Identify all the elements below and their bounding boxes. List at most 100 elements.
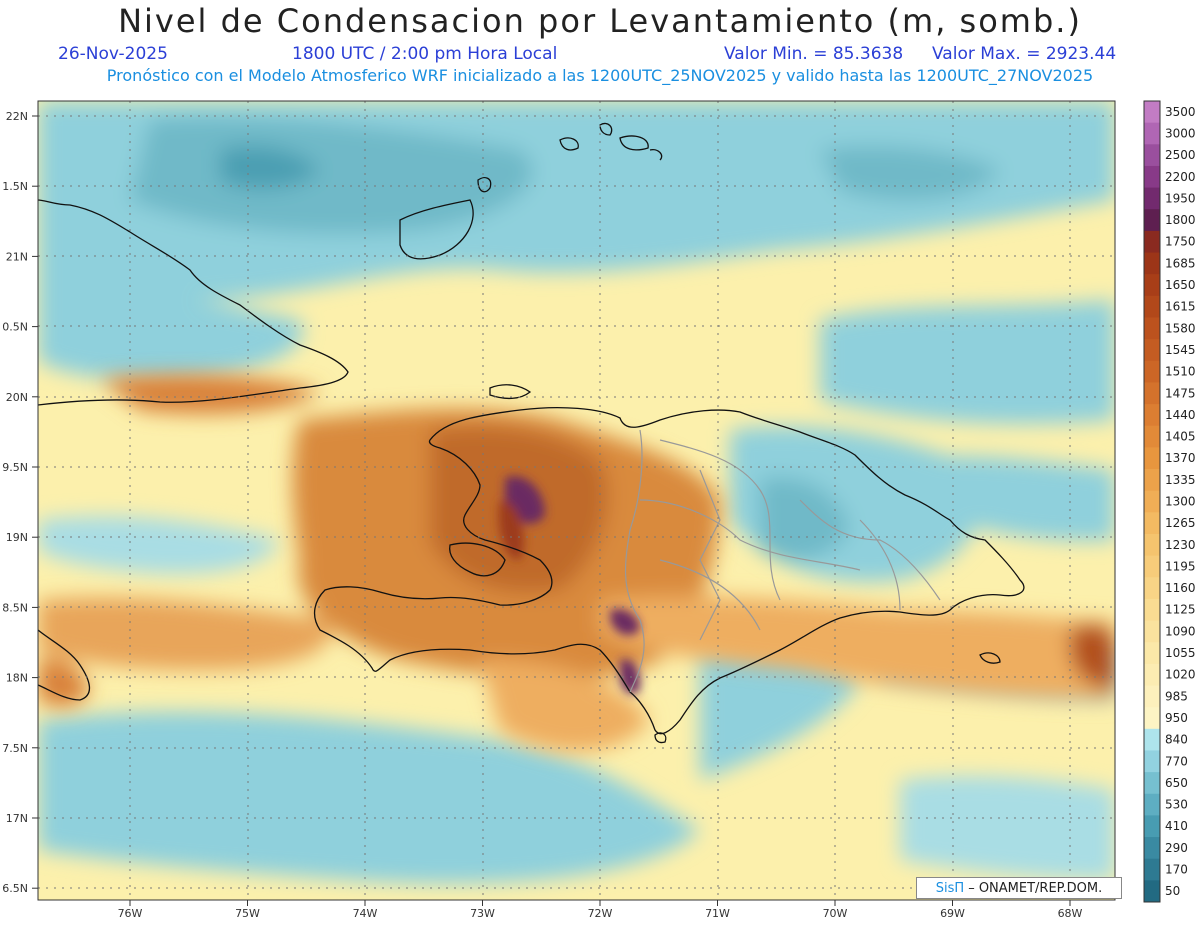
colorbar-swatch <box>1144 685 1160 708</box>
colorbar-label: 1800 <box>1165 213 1196 227</box>
colorbar-label: 1265 <box>1165 516 1196 530</box>
colorbar: 3500 3000 2500 2200 1950 1800 1750 1685 1650 1615… <box>1143 100 1196 903</box>
colorbar-swatch <box>1144 663 1160 687</box>
colorbar-label: 1195 <box>1165 559 1196 573</box>
lon-label: 75W <box>235 907 260 920</box>
colorbar-swatch <box>1144 533 1160 557</box>
colorbar-label: 1580 <box>1165 321 1196 335</box>
lat-label: 0.5N <box>2 321 28 334</box>
colorbar-swatch <box>1144 447 1160 470</box>
forecast-date: 26-Nov-2025 <box>58 44 168 64</box>
colorbar-swatch <box>1144 858 1160 881</box>
colorbar-label: 1055 <box>1165 646 1196 660</box>
colorbar-swatch <box>1144 772 1160 795</box>
colorbar-label: 2500 <box>1165 148 1196 162</box>
colorbar-swatch <box>1144 339 1160 362</box>
colorbar-swatch <box>1144 382 1160 405</box>
colorbar-swatch <box>1144 837 1160 860</box>
colorbar-label: 950 <box>1165 711 1188 725</box>
colorbar-label: 530 <box>1165 798 1188 812</box>
lat-label: 9.5N <box>2 461 28 474</box>
colorbar-label: 1020 <box>1165 668 1196 682</box>
colorbar-swatch <box>1144 360 1160 383</box>
colorbar-label: 1950 <box>1165 191 1196 205</box>
colorbar-label: 1440 <box>1165 408 1196 422</box>
colorbar-swatch <box>1144 425 1160 448</box>
colorbar-label: 290 <box>1165 841 1188 855</box>
colorbar-label: 840 <box>1165 733 1188 747</box>
lon-label: 76W <box>118 907 143 920</box>
colorbar-swatch <box>1144 577 1160 600</box>
colorbar-label: 1615 <box>1165 300 1196 314</box>
lat-label: 6.5N <box>2 882 28 895</box>
colorbar-label: 50 <box>1165 884 1180 898</box>
forecast-time: 1800 UTC / 2:00 pm Hora Local <box>292 44 558 64</box>
colorbar-swatch <box>1144 880 1160 903</box>
lat-label: 22N <box>6 110 28 123</box>
colorbar-swatch <box>1144 209 1160 232</box>
lon-label: 74W <box>353 907 378 920</box>
colorbar-swatch <box>1144 598 1160 622</box>
colorbar-label: 1475 <box>1165 386 1196 400</box>
colorbar-swatch <box>1144 750 1160 773</box>
colorbar-swatch <box>1144 187 1160 210</box>
colorbar-label: 650 <box>1165 776 1188 790</box>
credit-box: SisΠ – ONAMET/REP.DOM. <box>916 877 1122 899</box>
colorbar-swatch <box>1144 144 1160 167</box>
colorbar-swatch <box>1144 101 1160 124</box>
colorbar-label: 170 <box>1165 863 1188 877</box>
lon-label: 71W <box>705 907 730 920</box>
colorbar-swatch <box>1144 728 1160 751</box>
colorbar-swatch <box>1144 404 1160 427</box>
latitude-labels: 22N 1.5N 21N 0.5N 20N 9.5N 19N 8.5N 18N 7.5N 17N 6.… <box>2 110 38 895</box>
lon-label: 70W <box>823 907 848 920</box>
lat-label: 20N <box>6 391 28 404</box>
colorbar-label: 1125 <box>1165 603 1196 617</box>
colorbar-label: 1685 <box>1165 256 1196 270</box>
lat-label: 21N <box>6 250 28 263</box>
lon-label: 73W <box>470 907 495 920</box>
colorbar-swatch <box>1144 815 1160 838</box>
colorbar-label: 1405 <box>1165 430 1196 444</box>
lon-label: 69W <box>940 907 965 920</box>
map-title: Nivel de Condensacion por Levantamiento … <box>118 2 1082 40</box>
colorbar-label: 1510 <box>1165 365 1196 379</box>
colorbar-swatch <box>1144 620 1160 643</box>
lon-label: 72W <box>588 907 613 920</box>
colorbar-label: 410 <box>1165 819 1188 833</box>
colorbar-label: 1750 <box>1165 235 1196 249</box>
lat-label: 1.5N <box>2 180 28 193</box>
colorbar-label: 1335 <box>1165 473 1196 487</box>
lat-label: 19N <box>6 531 28 544</box>
colorbar-swatch <box>1144 490 1160 513</box>
colorbar-label: 1090 <box>1165 624 1196 638</box>
colorbar-label: 1300 <box>1165 495 1196 509</box>
colorbar-swatch <box>1144 295 1160 318</box>
colorbar-swatch <box>1144 469 1160 492</box>
colorbar-label: 2200 <box>1165 170 1196 184</box>
colorbar-label: 1545 <box>1165 343 1196 357</box>
colorbar-label: 1370 <box>1165 451 1196 465</box>
credit-text: – ONAMET/REP.DOM. <box>968 880 1103 896</box>
colorbar-swatch <box>1144 793 1160 816</box>
colorbar-swatch <box>1144 165 1160 189</box>
lat-label: 17N <box>6 812 28 825</box>
map-frame <box>37 100 1116 901</box>
colorbar-swatch <box>1144 555 1160 578</box>
colorbar-swatch <box>1144 252 1160 275</box>
longitude-labels: 76W 75W 74W 73W 72W 71W 70W 69W 68W <box>118 900 1083 920</box>
colorbar-swatch <box>1144 122 1160 145</box>
colorbar-swatch <box>1144 512 1160 535</box>
sispi-logo: SisΠ <box>935 880 965 896</box>
colorbar-frame <box>1143 100 1161 903</box>
colorbar-label: 1650 <box>1165 278 1196 292</box>
lat-label: 7.5N <box>2 742 28 755</box>
max-value: Valor Max. = 2923.44 <box>932 44 1117 64</box>
lon-label: 68W <box>1058 907 1083 920</box>
colorbar-swatch <box>1144 230 1160 254</box>
colorbar-label: 985 <box>1165 689 1188 703</box>
colorbar-label: 1160 <box>1165 581 1196 595</box>
colorbar-swatch <box>1144 642 1160 665</box>
colorbar-label: 3000 <box>1165 126 1196 140</box>
